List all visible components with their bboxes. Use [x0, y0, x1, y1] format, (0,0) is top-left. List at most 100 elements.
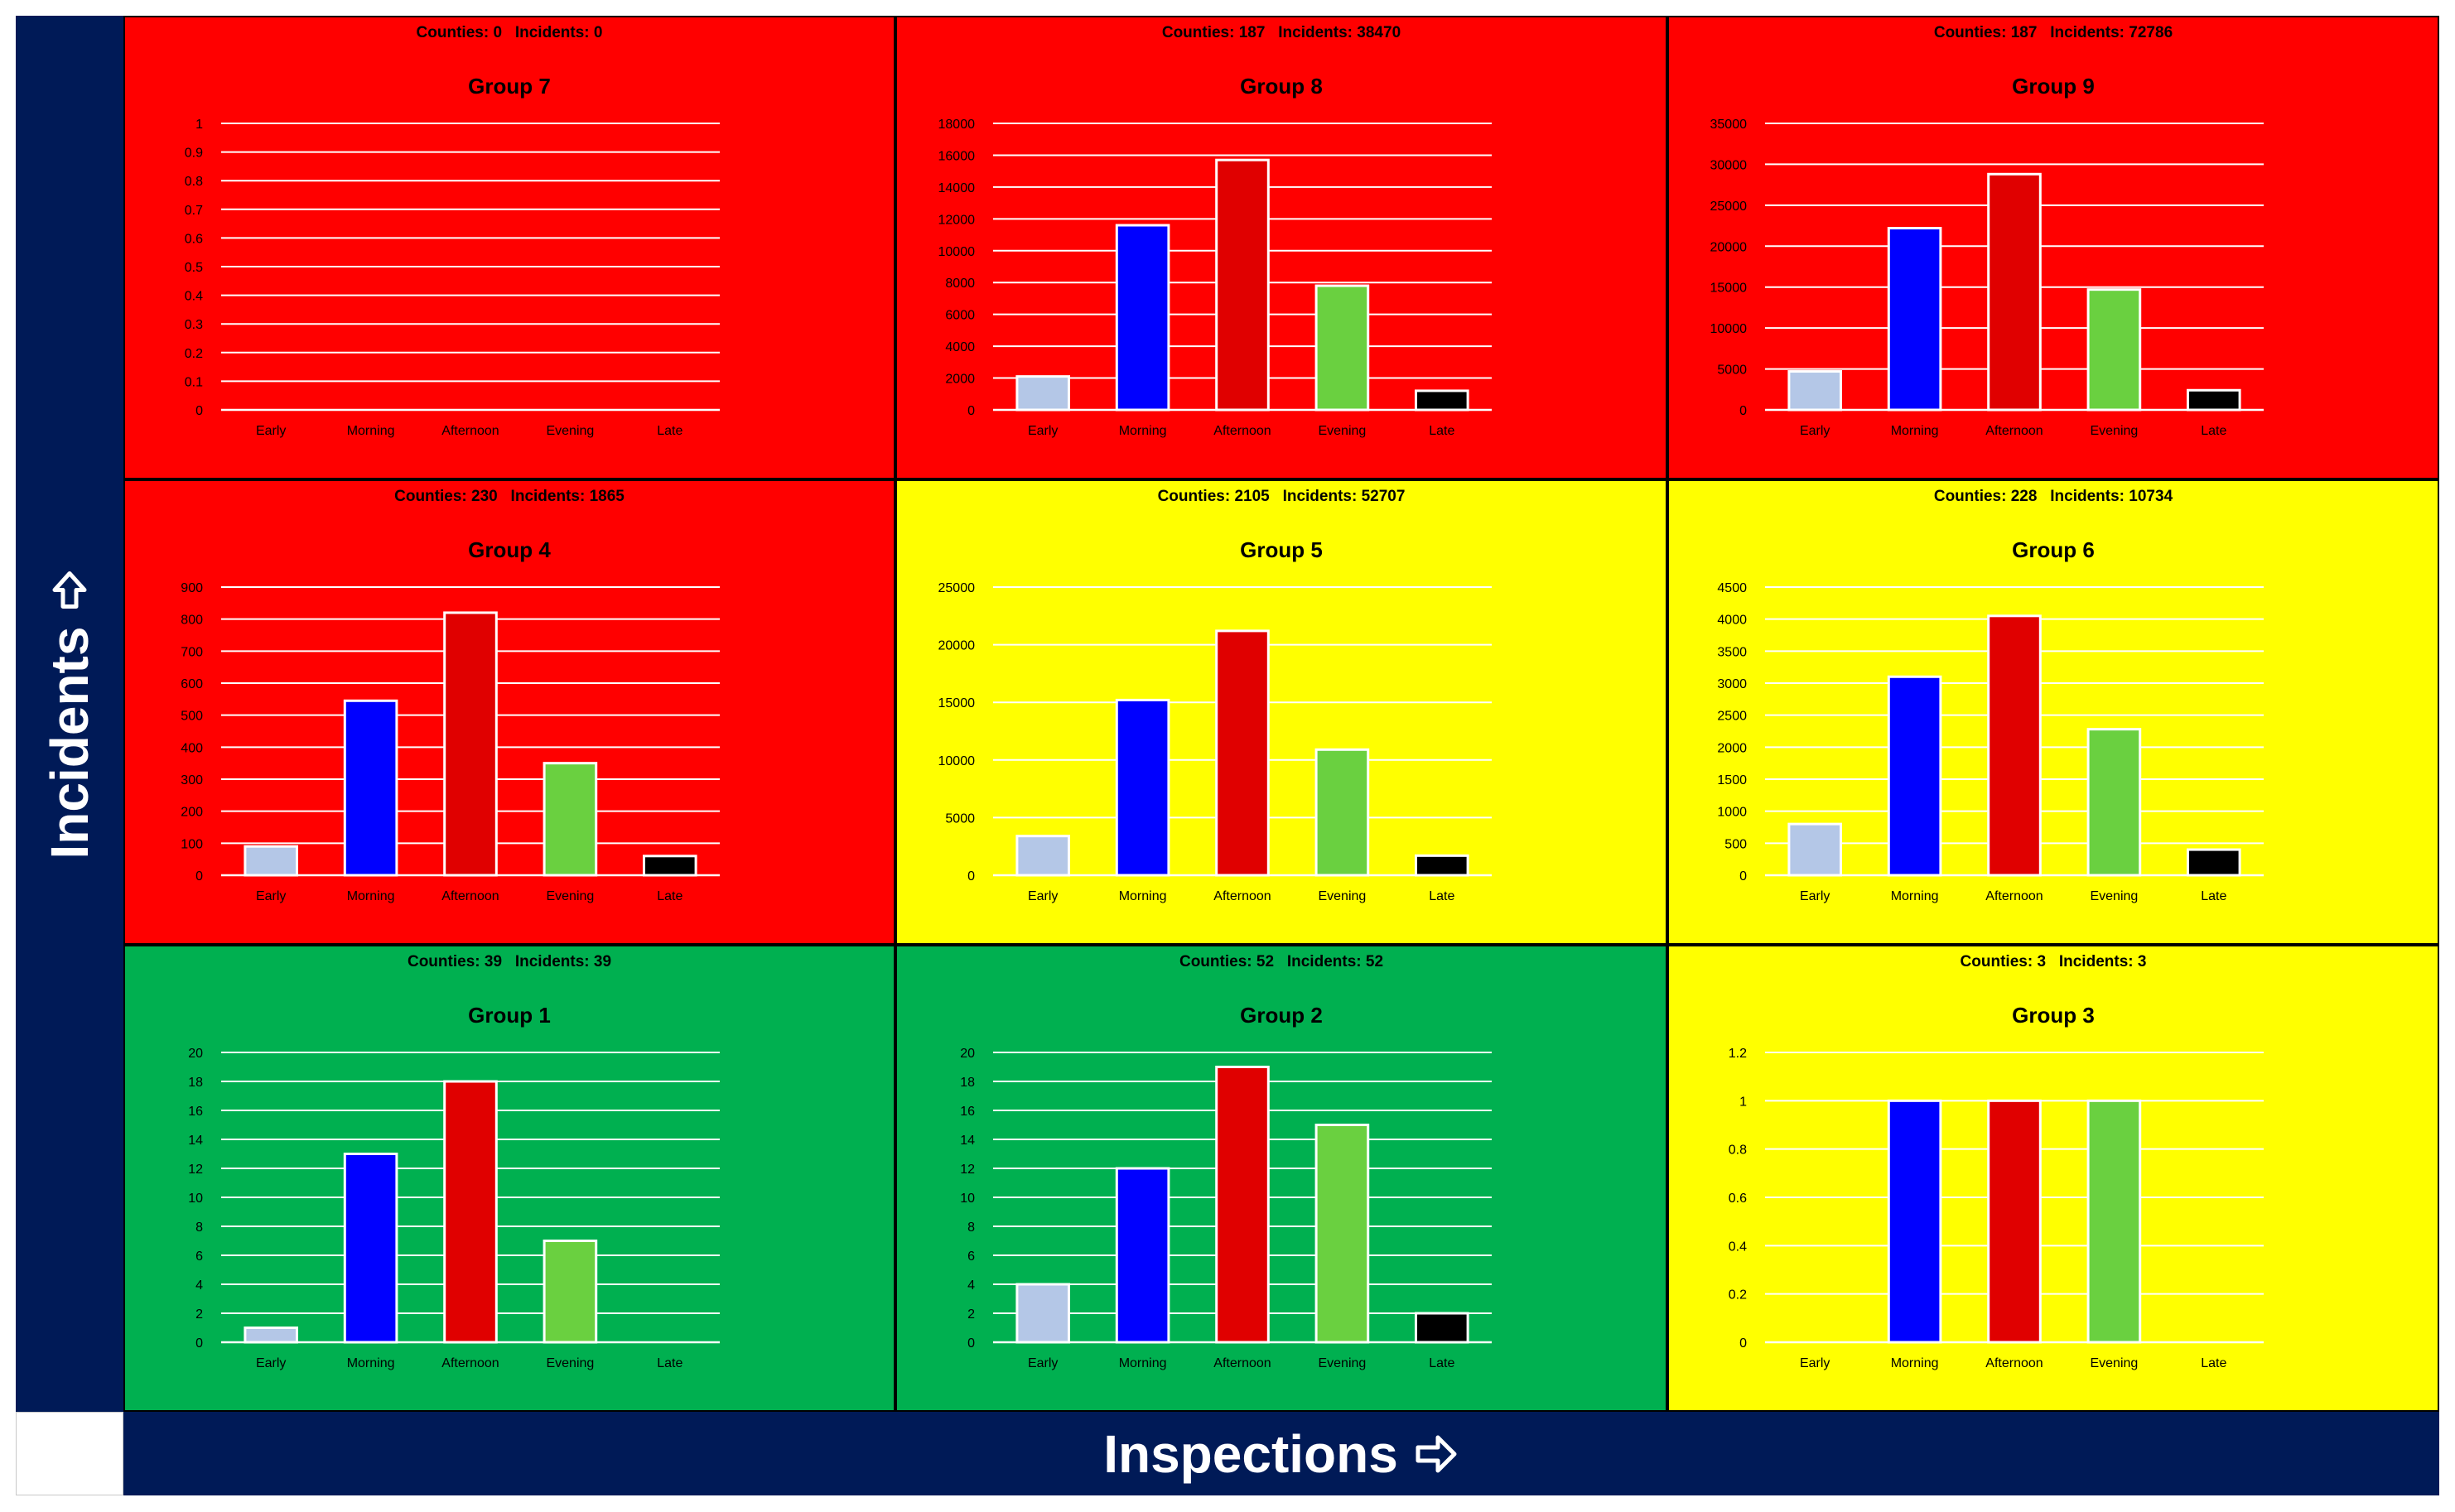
y-tick-label: 15000 [938, 696, 976, 710]
x-tick-label-morning: Morning [347, 889, 395, 903]
y-tick-label: 30000 [1710, 158, 1748, 172]
bar-morning [1887, 1099, 1942, 1344]
x-tick-label-late: Late [1429, 1356, 1454, 1370]
y-tick-label: 16 [960, 1105, 975, 1119]
chart-svg: Counties: 230 Incidents: 1865 Group 4 0 100… [181, 488, 720, 903]
bar-early [1787, 822, 1843, 877]
bar-morning [343, 1153, 398, 1344]
x-tick-label-early: Early [1800, 424, 1830, 438]
y-tick-label: 4500 [1717, 581, 1747, 595]
stats-counties-value: 39 [485, 953, 502, 970]
y-tick-label: 20000 [1710, 240, 1748, 254]
bar-evening [1314, 1124, 1370, 1344]
stats-incidents-value: 0 [594, 24, 603, 41]
x-tick-label-early: Early [256, 889, 286, 903]
y-tick-label: 1500 [1717, 773, 1747, 787]
x-tick-label-late: Late [657, 889, 682, 903]
x-tick-label-early: Early [1028, 889, 1058, 903]
x-tick-label-evening: Evening [1318, 889, 1366, 903]
x-tick-label-late: Late [1429, 424, 1454, 438]
chart-panel-group-2: Counties: 52 Incidents: 52 Group 2 0 2 4 6 8 10… [895, 945, 1667, 1412]
x-tick-label-evening: Evening [546, 424, 594, 438]
y-tick-label: 0 [195, 869, 203, 884]
chart-svg: Counties: 3 Incidents: 3 Group 3 0 0.2 0.4 0.… [1729, 953, 2264, 1370]
y-tick-label: 2 [967, 1307, 975, 1322]
y-tick-label: 18 [960, 1076, 975, 1090]
chart-svg: Counties: 187 Incidents: 72786 Group 9 0 50… [1710, 24, 2264, 438]
up-arrow-icon [52, 571, 87, 609]
x-tick-label-early: Early [1800, 889, 1830, 903]
bar-evening [543, 1240, 598, 1344]
y-tick-label: 100 [181, 837, 203, 851]
x-axis-title-group: Inspections [1103, 1423, 1459, 1485]
y-tick-label: 10 [960, 1192, 975, 1206]
chart-panel-group-5: Counties: 2105 Incidents: 52707 Group 5 0 5… [895, 479, 1667, 945]
y-tick-label: 10000 [938, 245, 976, 259]
bar-late [1414, 854, 1469, 877]
stats-counties-label: Counties: [1158, 488, 1235, 505]
stats-counties-value: 52 [1256, 953, 1274, 970]
y-tick-label: 12 [960, 1163, 975, 1177]
y-tick-label: 300 [181, 773, 203, 787]
stats-counties-value: 228 [2011, 488, 2038, 505]
stats-counties-label: Counties: [1934, 24, 2011, 41]
stats-incidents-value: 52707 [1362, 488, 1406, 505]
stats-counties-label: Counties: [408, 953, 485, 970]
y-tick-label: 8 [195, 1221, 203, 1235]
y-tick-label: 1 [1739, 1095, 1747, 1109]
bar-late [2186, 848, 2241, 877]
x-tick-label-evening: Evening [2090, 424, 2138, 438]
bar-afternoon [1215, 629, 1270, 877]
y-tick-label: 14 [960, 1134, 975, 1148]
stats-incidents-label: Incidents: [1265, 24, 1357, 41]
y-tick-label: 6000 [945, 309, 975, 323]
x-tick-label-late: Late [1429, 889, 1454, 903]
x-tick-label-morning: Morning [347, 424, 395, 438]
y-axis-title-group: Incidents [39, 569, 100, 860]
y-tick-label: 0 [1739, 869, 1747, 884]
y-tick-label: 0.9 [185, 147, 203, 161]
y-tick-label: 8000 [945, 277, 975, 291]
chart-title: Group 3 [2012, 1003, 2095, 1028]
bar-afternoon [1987, 1099, 2042, 1344]
stats-counties-label: Counties: [1934, 488, 2011, 505]
stats-incidents-value: 38470 [1357, 24, 1401, 41]
chart-stats: Counties: 0 Incidents: 0 [417, 24, 603, 41]
bar-morning [1115, 1167, 1170, 1344]
bar-early [244, 845, 299, 877]
y-tick-label: 16 [188, 1105, 203, 1119]
x-tick-label-afternoon: Afternoon [441, 1356, 499, 1370]
stats-incidents-label: Incidents: [2046, 953, 2138, 970]
stats-incidents-value: 72786 [2129, 24, 2173, 41]
y-tick-label: 0 [967, 1336, 975, 1351]
x-tick-label-afternoon: Afternoon [441, 889, 499, 903]
bar-afternoon [1987, 614, 2042, 877]
y-tick-label: 3500 [1717, 645, 1747, 659]
x-tick-label-afternoon: Afternoon [1213, 1356, 1271, 1370]
x-tick-label-afternoon: Afternoon [441, 424, 499, 438]
y-tick-label: 2000 [945, 373, 975, 387]
y-tick-label: 2500 [1717, 710, 1747, 724]
x-tick-label-morning: Morning [1891, 889, 1939, 903]
bar-morning [343, 699, 398, 877]
y-axis-title: Incidents [40, 626, 99, 860]
stats-incidents-label: Incidents: [2037, 24, 2129, 41]
chart-svg: Counties: 39 Incidents: 39 Group 1 0 2 4 6 8 10… [188, 953, 720, 1370]
chart-panel-group-8: Counties: 187 Incidents: 38470 Group 8 0 20… [895, 16, 1667, 479]
x-tick-label-morning: Morning [1119, 424, 1167, 438]
stats-incidents-value: 3 [2138, 953, 2147, 970]
y-tick-label: 6 [195, 1250, 203, 1264]
y-tick-label: 10 [188, 1192, 203, 1206]
chart-title: Group 9 [2012, 74, 2095, 99]
bar-evening [2086, 1099, 2142, 1344]
y-tick-label: 400 [181, 741, 203, 755]
stats-counties-label: Counties: [1961, 953, 2038, 970]
bar-morning [1115, 224, 1170, 412]
y-tick-label: 0.7 [185, 204, 203, 218]
y-tick-label: 600 [181, 677, 203, 691]
y-tick-label: 6 [967, 1250, 975, 1264]
bar-late [642, 855, 697, 877]
chart-title: Group 1 [468, 1003, 551, 1028]
chart-svg: Counties: 0 Incidents: 0 Group 7 0 0.1 0.2 0.… [185, 24, 720, 438]
chart-panel-group-6: Counties: 228 Incidents: 10734 Group 6 0 50… [1667, 479, 2439, 945]
